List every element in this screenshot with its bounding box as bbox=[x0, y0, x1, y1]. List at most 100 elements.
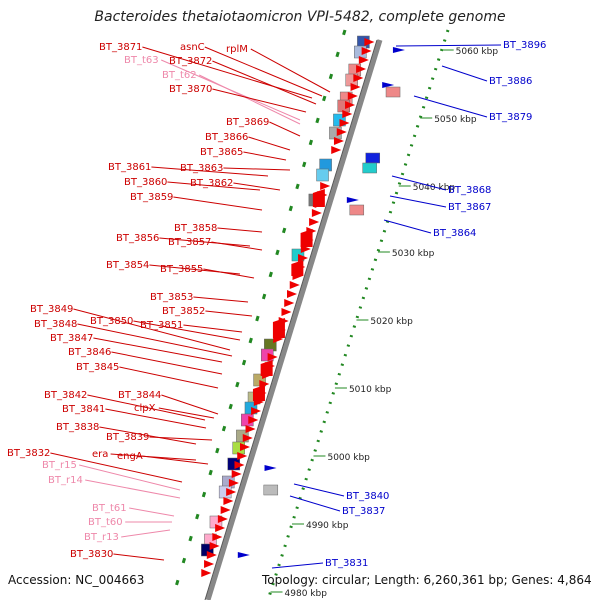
left-leader-line bbox=[77, 323, 233, 357]
left-gene-label: BT_t60 bbox=[88, 517, 123, 528]
gene-arrow bbox=[245, 425, 256, 433]
right-gene-label: BT_3864 bbox=[433, 228, 476, 239]
right-gene-arrow bbox=[382, 82, 395, 88]
ruler-tick-label: 5000 kbp bbox=[327, 453, 370, 463]
left-leader-line bbox=[133, 320, 241, 341]
right-leader-line bbox=[391, 175, 447, 191]
left-leader-line bbox=[99, 426, 197, 445]
ruler-tick-label: 5040 kbp bbox=[413, 183, 456, 193]
right-leader-line bbox=[413, 95, 488, 118]
left-gene-label: BT_3861 bbox=[108, 162, 151, 173]
left-gene-label: BT_3859 bbox=[130, 192, 173, 203]
left-leader-line bbox=[79, 464, 181, 491]
gene-arrow bbox=[220, 506, 231, 514]
left-gene-label: BT_3839 bbox=[106, 432, 149, 443]
right-gene-label: BT_3840 bbox=[346, 491, 389, 502]
left-leader-line bbox=[87, 394, 206, 421]
left-gene-label: BT_3860 bbox=[124, 177, 167, 188]
gene-arrow bbox=[289, 281, 300, 289]
left-gene-label: BT_r13 bbox=[84, 532, 119, 543]
gene-arrow bbox=[226, 488, 237, 496]
left-leader-line bbox=[198, 74, 301, 125]
gene-arrow bbox=[333, 137, 344, 145]
right-gene-box bbox=[349, 204, 365, 216]
gene-arrow bbox=[267, 353, 278, 361]
ruler-tick-label: 5050 kbp bbox=[434, 115, 477, 125]
gene-arrow bbox=[234, 461, 245, 469]
gene-arrow bbox=[223, 497, 234, 505]
left-leader-line bbox=[248, 136, 291, 151]
left-leader-line bbox=[212, 60, 317, 105]
left-leader-line bbox=[161, 394, 219, 415]
ruler-tick-label: 5010 kbp bbox=[349, 385, 392, 395]
right-gene-label: BT_3868 bbox=[448, 185, 491, 196]
gene-arrow bbox=[209, 542, 220, 550]
left-leader-line bbox=[183, 324, 243, 333]
left-leader-line bbox=[105, 408, 207, 429]
gene-arrow bbox=[251, 407, 262, 415]
gene-arrow bbox=[339, 119, 350, 127]
right-gene-arrow bbox=[392, 47, 405, 53]
right-leader-line bbox=[271, 562, 324, 569]
right-gene-arrow bbox=[237, 552, 250, 558]
left-gene-label: BT_3848 bbox=[34, 319, 77, 330]
left-leader-line bbox=[223, 167, 291, 171]
gene-large bbox=[272, 318, 285, 338]
right-gene-label: BT_3886 bbox=[489, 76, 532, 87]
left-leader-line bbox=[159, 237, 251, 247]
gene-arrow bbox=[311, 209, 322, 217]
left-gene-label: BT_3855 bbox=[160, 264, 203, 275]
gene-arrow bbox=[201, 569, 212, 577]
left-gene-label: BT_3858 bbox=[174, 223, 217, 234]
right-gene-label: BT_3879 bbox=[489, 112, 532, 123]
left-leader-line bbox=[204, 46, 323, 97]
left-gene-label: BT_3832 bbox=[7, 448, 50, 459]
left-leader-line bbox=[93, 337, 223, 363]
ruler-tick-label: 5020 kbp bbox=[370, 317, 413, 327]
right-leader-line bbox=[293, 483, 345, 497]
gene-large bbox=[260, 360, 273, 376]
right-leader-line bbox=[395, 44, 502, 47]
gene-arrow bbox=[237, 452, 248, 460]
gene-arrow bbox=[284, 299, 295, 307]
left-gene-label: BT_3852 bbox=[162, 306, 205, 317]
right-leader-line bbox=[389, 195, 447, 208]
right-gene-label: BT_3867 bbox=[448, 202, 491, 213]
left-leader-line bbox=[111, 351, 223, 375]
left-gene-label: BT_3844 bbox=[118, 390, 161, 401]
left-leader-line bbox=[203, 268, 255, 279]
gene-arrow bbox=[228, 479, 239, 487]
left-leader-line bbox=[173, 196, 263, 211]
left-gene-label: BT_3866 bbox=[205, 132, 248, 143]
right-gene-label: BT_3896 bbox=[503, 40, 546, 51]
gene-arrow bbox=[259, 380, 270, 388]
gene-arrow bbox=[358, 56, 369, 64]
left-gene-label: BT_3851 bbox=[140, 320, 183, 331]
left-gene-label: asnC bbox=[180, 42, 205, 53]
left-gene-label: BT_3841 bbox=[62, 404, 105, 415]
gene-arrow bbox=[350, 83, 361, 91]
left-gene-label: rplM bbox=[226, 44, 248, 55]
left-gene-label: BT_3838 bbox=[56, 422, 99, 433]
left-gene-label: BT_3842 bbox=[44, 390, 87, 401]
ruler-tick-label: 5060 kbp bbox=[456, 47, 499, 57]
backbone-edge bbox=[204, 39, 378, 600]
gene-arrow bbox=[286, 290, 297, 298]
left-leader-line bbox=[50, 452, 183, 483]
left-leader-line bbox=[158, 407, 215, 419]
left-leader-line bbox=[243, 151, 287, 161]
gene-arrow bbox=[342, 110, 353, 118]
left-gene-label: engA bbox=[117, 451, 143, 462]
left-gene-label: BT_3854 bbox=[106, 260, 149, 271]
left-gene-label: era bbox=[92, 449, 108, 460]
left-gene-label: BT_3863 bbox=[180, 163, 223, 174]
left-leader-line bbox=[129, 507, 175, 517]
right-gene-label: BT_3831 bbox=[325, 558, 368, 569]
left-leader-line bbox=[149, 436, 213, 441]
left-gene-label: BT_3862 bbox=[190, 178, 233, 189]
gene-large bbox=[291, 260, 304, 276]
gene-arrow bbox=[215, 524, 226, 532]
left-leader-line bbox=[269, 121, 301, 137]
left-leader-line bbox=[205, 310, 253, 317]
